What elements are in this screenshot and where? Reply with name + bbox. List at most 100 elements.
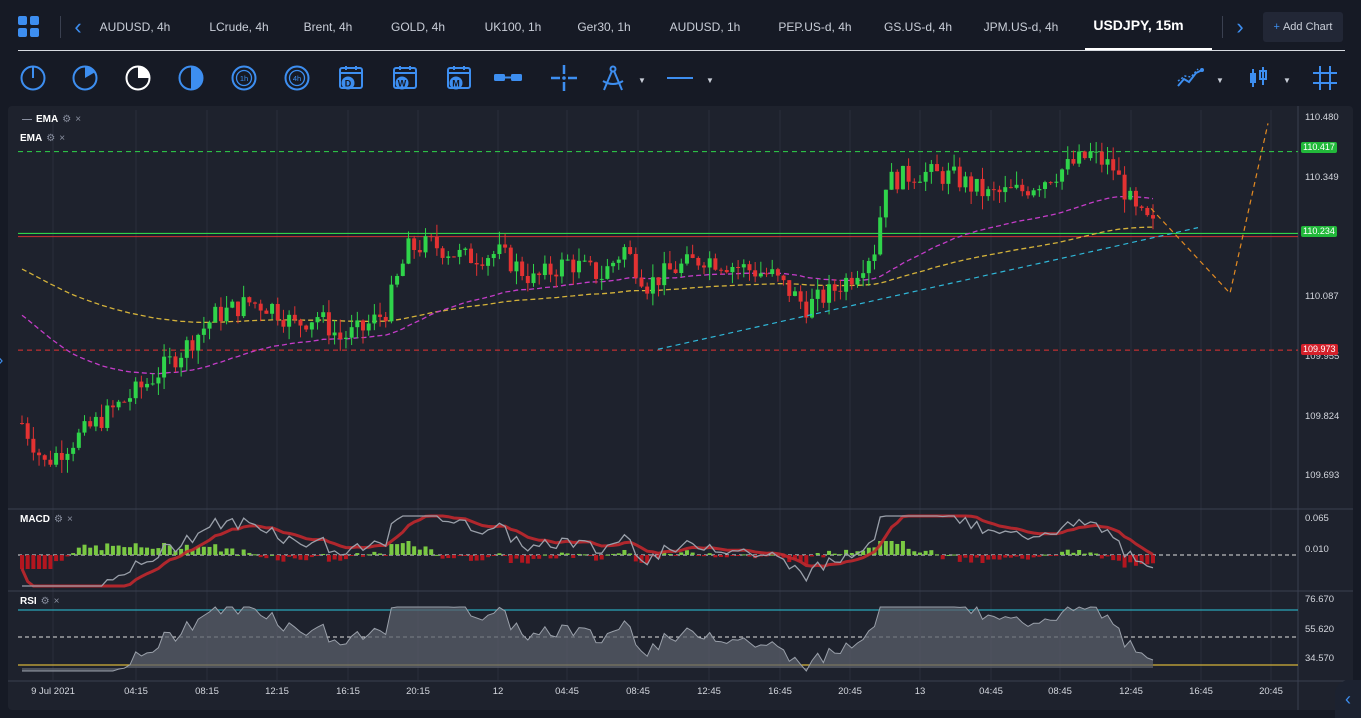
compass-dropdown-caret-icon[interactable]: ▼ (638, 76, 646, 85)
macd-histogram-bar (792, 555, 797, 559)
rsi-area (22, 607, 1153, 671)
candle-body (1065, 159, 1070, 170)
candle-body (872, 254, 877, 261)
macd-histogram-bar (184, 544, 189, 555)
line-dropdown-caret-icon[interactable]: ▼ (706, 76, 714, 85)
calendar-week-icon[interactable]: W (391, 64, 419, 92)
macd-histogram-bar (264, 555, 269, 559)
candle-body (321, 312, 326, 318)
close-icon[interactable]: × (59, 133, 66, 144)
close-icon[interactable]: × (53, 596, 60, 607)
chart-canvas[interactable] (8, 106, 1353, 710)
gear-icon[interactable]: ⚙ (40, 596, 50, 607)
indicators-icon[interactable] (1176, 64, 1204, 92)
candle-body (969, 176, 974, 192)
timeframe-30m-icon[interactable] (177, 64, 205, 92)
chart-type-candles-icon[interactable] (1244, 64, 1272, 92)
macd-histogram-bar (190, 550, 195, 555)
crosshair-icon[interactable] (550, 64, 578, 92)
tab-gs-us-d-4h[interactable]: GS.US-d, 4h (883, 20, 953, 34)
gear-icon[interactable]: ⚙ (46, 133, 56, 144)
candle-body (412, 238, 417, 250)
macd-histogram-bar (65, 555, 70, 557)
candle-body (832, 284, 837, 291)
right-panel-toggle-icon[interactable]: ‹ (1335, 680, 1361, 718)
calendar-day-icon[interactable]: D (337, 64, 365, 92)
time-axis-label: 16:15 (336, 686, 360, 697)
grid-toggle-icon[interactable] (1311, 64, 1339, 92)
timeframe-1m-icon[interactable] (19, 64, 47, 92)
chart-tab-bar: ‹ AUDUSD, 4h LCrude, 4h Brent, 4h GOLD, 4h U… (0, 0, 1361, 52)
tab-pep-us-d-4h[interactable]: PEP.US-d, 4h (778, 20, 852, 34)
candle-body (963, 176, 968, 188)
tab-brent-4h[interactable]: Brent, 4h (303, 20, 353, 34)
gear-icon[interactable]: ⚙ (62, 114, 72, 125)
rsi-indicator-label[interactable]: RSI ⚙ × (20, 596, 60, 607)
layout-grid-icon[interactable] (18, 16, 40, 38)
macd-histogram-bar (650, 555, 655, 557)
tab-uk100-1h[interactable]: UK100, 1h (484, 20, 542, 34)
chart-type-dropdown-caret-icon[interactable]: ▼ (1283, 76, 1291, 85)
tab-lcrude-4h[interactable]: LCrude, 4h (209, 20, 269, 34)
macd-histogram-bar (167, 545, 172, 555)
macd-histogram-bar (1003, 555, 1008, 558)
timeframe-1h-icon[interactable]: 1h (230, 64, 258, 92)
macd-histogram-bar (156, 548, 161, 555)
candle-body (48, 459, 53, 465)
gear-icon[interactable]: ⚙ (54, 514, 63, 525)
add-chart-button[interactable]: + Add Chart (1263, 12, 1343, 42)
calendar-month-icon[interactable]: M (445, 64, 473, 92)
macd-histogram-bar (133, 543, 138, 555)
candle-body (821, 289, 826, 303)
tab-audusd-1h[interactable]: AUDUSD, 1h (669, 20, 741, 34)
candle-body (93, 416, 98, 427)
candle-body (184, 340, 189, 358)
candle-body (59, 452, 64, 460)
macd-histogram-bar (253, 554, 258, 556)
macd-histogram-bar (690, 552, 695, 555)
timeframe-5m-icon[interactable] (71, 64, 99, 92)
candle-body (565, 259, 570, 261)
candle-body (292, 314, 297, 320)
macd-histogram-bar (1037, 555, 1042, 557)
candle-body (196, 334, 201, 351)
split-icon[interactable] (494, 64, 522, 92)
macd-histogram-bar (349, 555, 354, 556)
candle-body (736, 266, 741, 268)
drawing-compass-icon[interactable] (599, 64, 627, 92)
left-panel-toggle-icon[interactable]: › (0, 352, 3, 370)
macd-indicator-label[interactable]: MACD ⚙ × (20, 514, 73, 525)
candle-body (986, 189, 991, 197)
candle-body (31, 438, 36, 453)
tabs-next-arrow-icon[interactable]: › (1236, 14, 1244, 39)
candle-body (463, 248, 468, 250)
tab-ger30-1h[interactable]: Ger30, 1h (577, 20, 631, 34)
tab-jpm-us-d-4h[interactable]: JPM.US-d, 4h (983, 20, 1059, 34)
tab-audusd-4h[interactable]: AUDUSD, 4h (99, 20, 171, 34)
tabs-prev-arrow-icon[interactable]: ‹ (74, 14, 82, 39)
divider (1222, 16, 1223, 38)
close-icon[interactable]: × (66, 514, 73, 525)
ema-indicator-label-1[interactable]: — EMA ⚙ × (22, 114, 82, 125)
timeframe-15m-icon[interactable] (124, 64, 152, 92)
line-tool-icon[interactable] (666, 64, 694, 92)
tab-gold-4h[interactable]: GOLD, 4h (390, 20, 446, 34)
macd-histogram-bar (554, 555, 559, 559)
macd-histogram-bar (417, 549, 422, 555)
candle-body (429, 236, 434, 238)
close-icon[interactable]: × (75, 114, 82, 125)
candle-body (497, 244, 502, 255)
macd-histogram-bar (247, 552, 252, 555)
macd-histogram-bar (258, 555, 263, 558)
candle-body (406, 238, 411, 264)
timeframe-4h-icon[interactable]: 4h (283, 64, 311, 92)
candle-body (917, 181, 922, 183)
macd-histogram-bar (446, 555, 451, 559)
tab-usdjpy-15m[interactable]: USDJPY, 15m (1093, 17, 1184, 33)
macd-histogram-bar (605, 554, 610, 556)
chart-area[interactable]: — EMA ⚙ × EMA ⚙ × MACD ⚙ × RSI ⚙ × 110.480 110.349… (8, 106, 1353, 710)
indicators-dropdown-caret-icon[interactable]: ▼ (1216, 76, 1224, 85)
time-axis-label: 04:15 (124, 686, 148, 697)
ema-indicator-label-2[interactable]: EMA ⚙ × (20, 133, 66, 144)
candle-body (861, 273, 866, 278)
